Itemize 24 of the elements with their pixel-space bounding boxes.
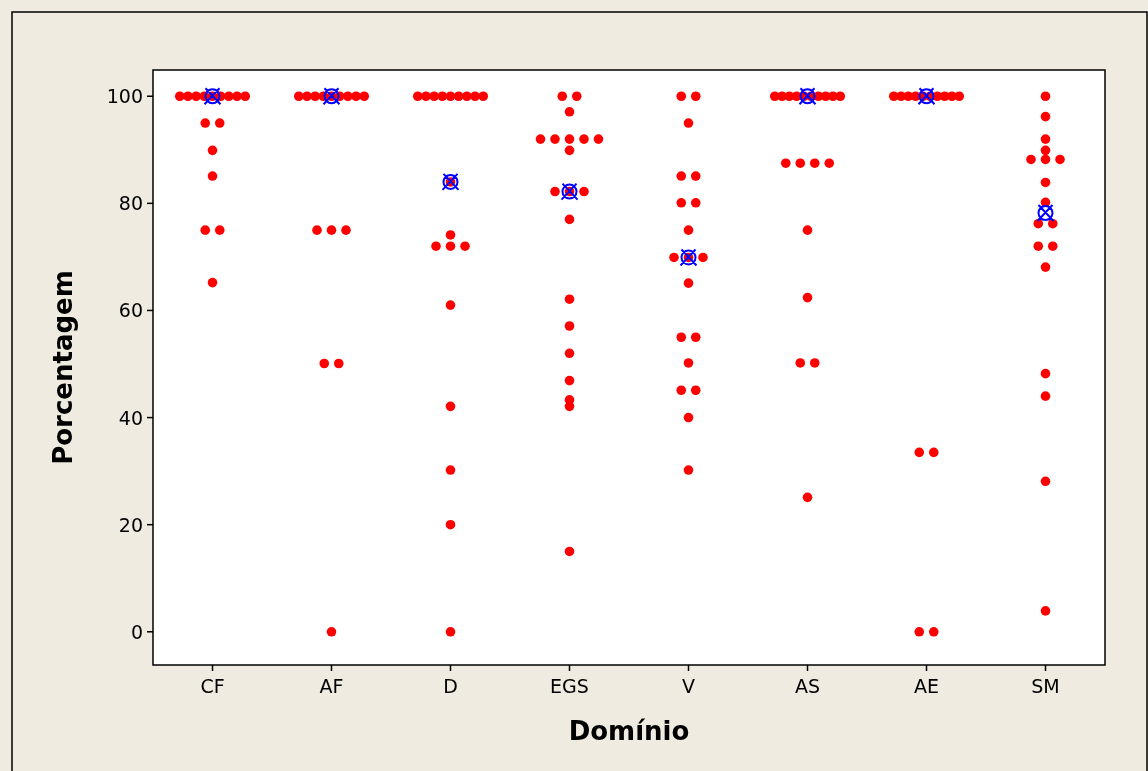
x-tick-label: D xyxy=(443,675,458,697)
point xyxy=(679,248,698,267)
x-tick-label: CF xyxy=(200,675,225,697)
point xyxy=(1036,203,1055,222)
y-axis-title: Porcentagem xyxy=(48,270,78,465)
point xyxy=(322,87,341,106)
x-tick-label: V xyxy=(682,675,695,697)
point xyxy=(203,87,222,106)
x-tick-label: SM xyxy=(1031,675,1060,697)
point xyxy=(917,87,936,106)
y-tick-label: 60 xyxy=(118,299,143,322)
y-tick-label: 40 xyxy=(118,406,143,429)
x-tick-label: AF xyxy=(319,675,344,697)
point xyxy=(798,87,817,106)
x-axis-title: Domínio xyxy=(568,716,690,746)
x-tick-label: AE xyxy=(913,675,940,697)
point xyxy=(560,182,579,201)
x-tick-label: EGS xyxy=(550,675,589,697)
y-tick-label: 100 xyxy=(106,85,143,108)
x-tick-label: AS xyxy=(794,675,821,697)
y-tick-label: 80 xyxy=(118,192,143,215)
point xyxy=(441,172,460,191)
y-tick-label: 20 xyxy=(118,513,143,536)
y-tick-label: 0 xyxy=(130,620,143,643)
